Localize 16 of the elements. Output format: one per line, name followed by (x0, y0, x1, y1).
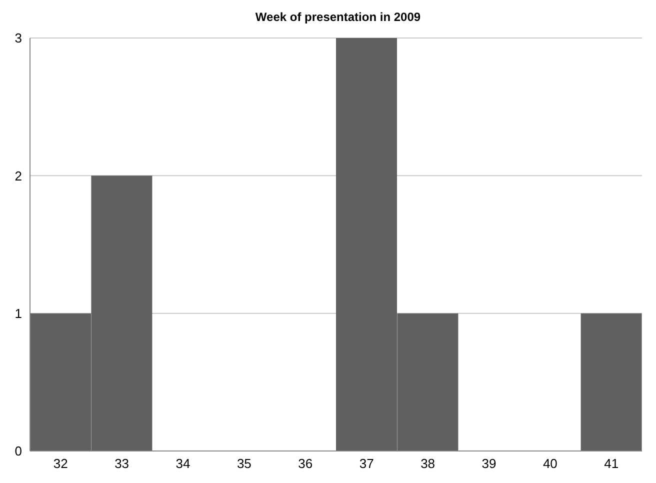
x-tick-label: 35 (236, 456, 252, 472)
y-tick-label: 3 (14, 30, 22, 46)
chart-title: Week of presentation in 2009 (254, 9, 422, 26)
x-tick-label: 32 (53, 456, 68, 472)
x-tick-label: 34 (176, 456, 190, 472)
y-tick-label: 1 (14, 306, 22, 321)
bar (580, 313, 642, 451)
x-tick-label: 40 (542, 456, 558, 472)
x-tick-label: 38 (420, 456, 436, 472)
x-tick-label: 41 (604, 456, 619, 472)
x-tick-label: 33 (114, 456, 130, 472)
y-tick-label: 0 (14, 444, 22, 459)
x-tick-label: 36 (298, 456, 313, 472)
y-tick-label: 2 (14, 168, 22, 184)
x-tick-label: 39 (482, 456, 496, 472)
x-tick-label: 37 (359, 456, 374, 472)
